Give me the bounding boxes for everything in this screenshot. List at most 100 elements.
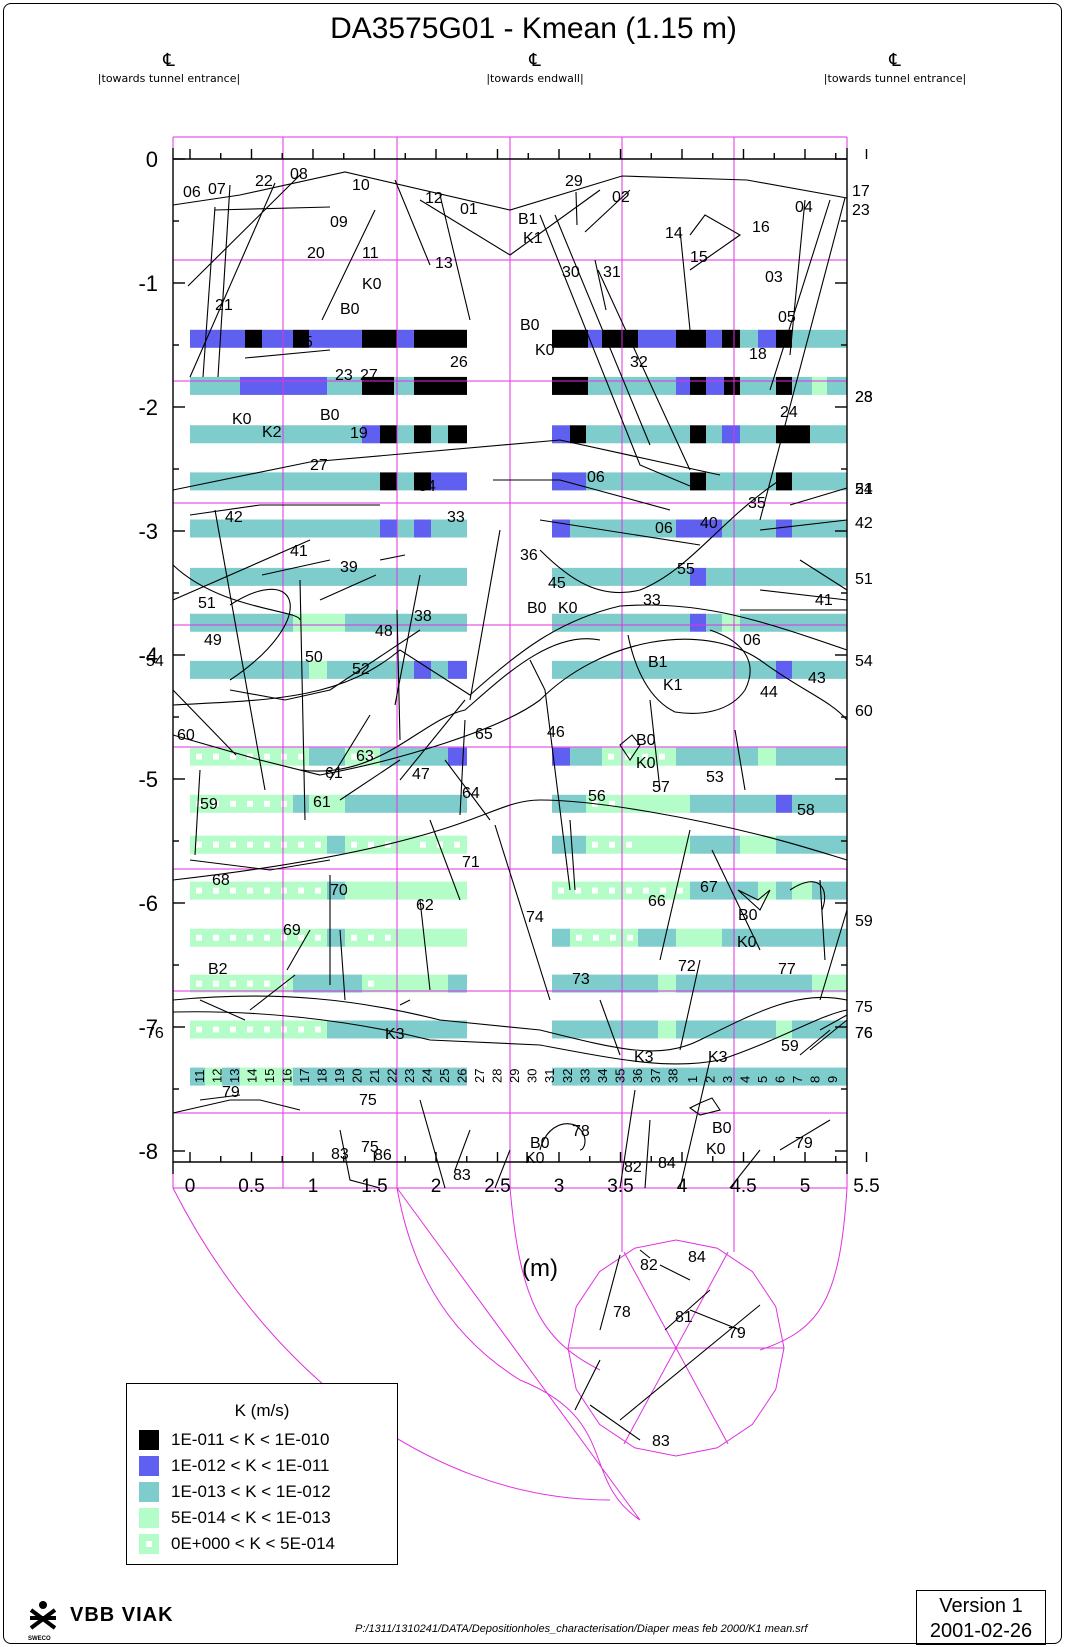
centerline-symbol: ℄ <box>889 50 901 71</box>
k-bar-segment <box>552 376 588 395</box>
x-tick-label: 2 <box>431 1176 442 1197</box>
k-bar-segment <box>792 794 847 813</box>
fracture-label: 54 <box>855 653 873 670</box>
fracture-trace <box>679 1059 711 1189</box>
fracture-trace <box>194 769 201 856</box>
legend-swatch <box>139 1534 159 1554</box>
k-bar-dot <box>230 800 236 807</box>
page-frame <box>3 3 1062 1644</box>
fracture-trace <box>779 1119 831 1151</box>
k-bar-dot <box>281 800 287 807</box>
y-tick-label: 0 <box>146 147 158 172</box>
fracture-trace <box>399 699 466 781</box>
k-bar-segment <box>431 519 467 538</box>
k-bar-segment <box>345 613 467 632</box>
x-tick-label: 2.5 <box>484 1176 510 1197</box>
legend-swatch <box>139 1508 159 1528</box>
fracture-label: B0 <box>320 407 340 424</box>
version-date: 2001-02-26 <box>929 1620 1033 1642</box>
k-bar-segment <box>309 329 362 348</box>
fracture-label: 49 <box>204 632 222 649</box>
fracture-label: K3 <box>385 1026 405 1043</box>
legend-item: 1E-011 < K < 1E-010 <box>139 1427 397 1453</box>
fracture-label: 48 <box>375 623 393 640</box>
k-bar-segment <box>586 472 690 491</box>
k-bar-dot <box>213 800 219 807</box>
k-bar-dot <box>230 980 236 987</box>
k-bar-dot <box>264 934 270 941</box>
k-bar-segment <box>552 747 570 766</box>
x-tick-label: 0.5 <box>238 1176 264 1197</box>
column-number: 14 <box>245 1069 260 1083</box>
fracture-trace <box>299 579 306 821</box>
k-bar-segment <box>190 928 327 947</box>
k-bar-dot <box>230 934 236 941</box>
fracture-trace <box>711 849 761 951</box>
fracture-label: 46 <box>547 724 565 741</box>
k-bar-segment <box>293 613 345 632</box>
fracture-label: 73 <box>572 971 590 988</box>
k-bar-segment <box>722 425 740 444</box>
k-bar-segment <box>706 329 722 348</box>
k-bar-segment <box>290 376 327 395</box>
fracture-label: 51 <box>855 481 873 498</box>
fracture-label: K0 <box>362 276 382 293</box>
k-bar-segment <box>397 928 467 947</box>
fracture-label: 61 <box>325 765 343 782</box>
k-bar-segment <box>414 660 431 679</box>
k-bar-dot <box>642 753 648 760</box>
x-tick-label: 4.5 <box>730 1176 756 1197</box>
fracture-trace <box>339 929 346 1001</box>
k-bar-dot <box>264 800 270 807</box>
fracture-label: 51 <box>198 595 216 612</box>
fracture-label: 74 <box>526 909 544 926</box>
fracture-trace <box>172 995 848 1052</box>
column-number: 31 <box>542 1069 557 1083</box>
k-bar-segment <box>722 928 847 947</box>
k-bar-dot <box>437 841 443 848</box>
fracture-label: 19 <box>350 425 368 442</box>
fracture-trace <box>329 714 371 781</box>
fracture-trace <box>759 197 846 521</box>
k-bar-dot <box>609 800 615 807</box>
k-bar-dot <box>264 753 270 760</box>
fracture-label: 79 <box>795 1135 813 1152</box>
y-tick-label: -8 <box>138 1139 158 1164</box>
k-bar-segment <box>690 567 706 586</box>
k-bar-segment <box>827 376 847 395</box>
fracture-trace <box>172 638 848 776</box>
fracture-trace <box>649 699 661 791</box>
k-bar-segment <box>776 835 847 854</box>
fracture-label: B0 <box>527 600 547 617</box>
column-number: 13 <box>227 1069 242 1083</box>
column-number: 15 <box>262 1069 277 1083</box>
k-bar-segment <box>758 881 776 900</box>
fracture-label: 52 <box>352 661 370 678</box>
k-bar-dot <box>626 841 632 848</box>
fracture-label: 42 <box>855 515 873 532</box>
fracture-trace <box>799 559 848 591</box>
k-bar-segment <box>190 613 293 632</box>
x-tick-label: 3.5 <box>607 1176 633 1197</box>
k-bar-segment <box>722 329 740 348</box>
fracture-label: 40 <box>700 515 718 532</box>
fracture-label: 60 <box>855 703 873 720</box>
k-bar-segment <box>262 329 293 348</box>
fracture-label: 11 <box>362 245 379 262</box>
x-tick-label: 0 <box>185 1176 196 1197</box>
k-bar-dot <box>659 753 665 760</box>
column-number: 22 <box>385 1069 400 1083</box>
k-bar-dot <box>368 753 374 760</box>
column-number: 25 <box>437 1069 452 1083</box>
fracture-trace <box>189 859 331 871</box>
k-bar-segment <box>345 747 380 766</box>
fracture-label: 29 <box>565 173 583 190</box>
fracture-label: B0 <box>340 301 360 318</box>
legend-swatch <box>139 1456 159 1476</box>
fracture-label: K0 <box>535 342 555 359</box>
fracture-trace <box>689 214 742 271</box>
k-bar-dot <box>196 980 202 987</box>
k-bar-segment <box>397 519 414 538</box>
fracture-trace <box>799 1029 831 1056</box>
k-bar-segment <box>293 329 309 348</box>
